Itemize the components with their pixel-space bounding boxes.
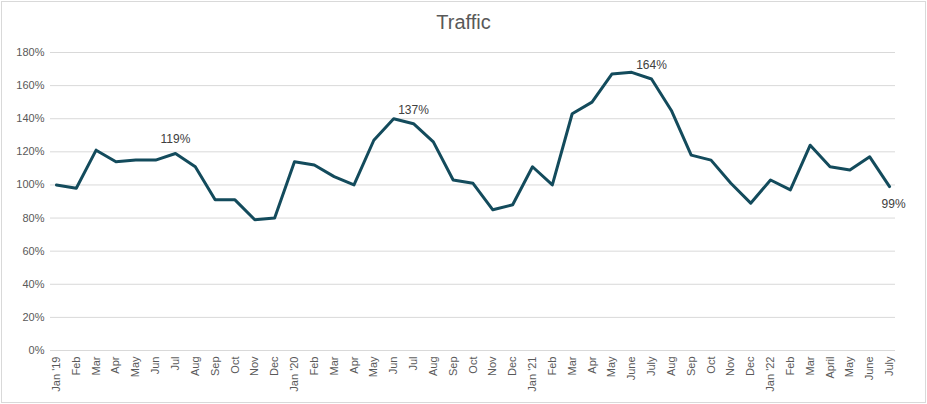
svg-text:Jan '22: Jan '22 [764,357,776,392]
svg-text:160%: 160% [16,79,44,91]
svg-text:May: May [129,356,141,377]
svg-text:Aug: Aug [427,357,439,377]
svg-text:June: June [625,357,637,381]
svg-text:Feb: Feb [784,357,796,376]
svg-text:Aug: Aug [189,357,201,377]
svg-text:July: July [883,356,895,376]
svg-text:Jun: Jun [149,357,161,375]
svg-text:Oct: Oct [228,357,240,374]
svg-text:Jul: Jul [169,357,181,371]
svg-text:137%: 137% [398,103,429,117]
svg-text:Nov: Nov [486,356,498,376]
html-text:Traffic: Traffic [436,11,491,33]
svg-text:April: April [824,357,836,379]
svg-text:Mar: Mar [90,356,102,375]
svg-text:119%: 119% [161,132,191,146]
svg-text:Sep: Sep [209,357,221,377]
svg-text:Dec: Dec [268,356,280,376]
svg-text:Sep: Sep [447,357,459,377]
svg-text:Dec: Dec [744,356,756,376]
svg-text:Jul: Jul [407,357,419,371]
svg-text:20%: 20% [22,311,44,323]
svg-text:Apr: Apr [348,356,360,373]
svg-text:July: July [645,356,657,376]
svg-text:May: May [605,356,617,377]
svg-text:May: May [843,356,855,377]
svg-text:80%: 80% [22,212,44,224]
svg-text:Jan '20: Jan '20 [288,357,300,392]
svg-text:Mar: Mar [566,356,578,375]
svg-text:Feb: Feb [546,357,558,376]
svg-text:May: May [367,356,379,377]
svg-text:180%: 180% [16,46,44,58]
svg-text:Nov: Nov [248,356,260,376]
svg-text:0%: 0% [29,344,45,356]
svg-text:June: June [863,357,875,381]
svg-text:120%: 120% [16,145,44,157]
svg-text:60%: 60% [22,245,44,257]
svg-text:99%: 99% [882,197,906,211]
svg-text:Feb: Feb [70,357,82,376]
svg-text:Jan '21: Jan '21 [526,357,538,392]
svg-text:Mar: Mar [328,356,340,375]
svg-text:140%: 140% [16,112,44,124]
svg-text:100%: 100% [16,178,44,190]
svg-text:Nov: Nov [724,356,736,376]
svg-text:Aug: Aug [665,357,677,377]
svg-text:40%: 40% [22,278,44,290]
svg-text:Sep: Sep [685,357,697,377]
svg-text:Mar: Mar [804,356,816,375]
svg-text:Apr: Apr [586,356,598,373]
svg-text:Oct: Oct [467,357,479,374]
svg-text:Jan '19: Jan '19 [50,357,62,392]
svg-text:Oct: Oct [705,357,717,374]
svg-text:Apr: Apr [109,356,121,373]
svg-text:Feb: Feb [308,357,320,376]
svg-text:Jun: Jun [387,357,399,375]
svg-text:164%: 164% [636,58,667,72]
svg-text:Dec: Dec [506,356,518,376]
